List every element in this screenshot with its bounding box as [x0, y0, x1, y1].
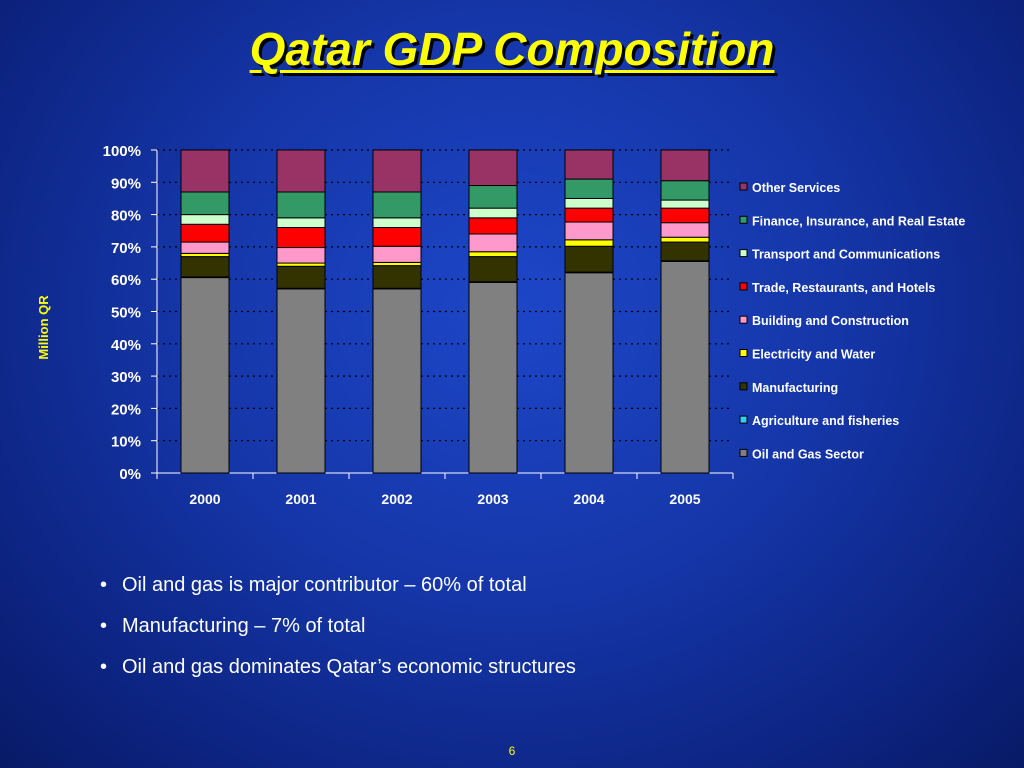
x-tick-label: 2003 — [477, 491, 508, 507]
bar-segment — [468, 251, 518, 258]
bar-segment — [180, 223, 230, 243]
legend-swatch — [739, 415, 748, 424]
y-tick-label: 80% — [111, 208, 141, 225]
bar-segment — [660, 241, 710, 262]
legend-label: Finance, Insurance, and Real Estate — [752, 214, 965, 228]
y-tick-label: 90% — [111, 175, 141, 192]
bar-segment — [180, 256, 230, 278]
y-tick-label: 20% — [111, 401, 141, 418]
x-tick-label: 2005 — [669, 491, 700, 507]
bar-segment — [468, 207, 518, 219]
bar-segment — [468, 149, 518, 187]
stacked-bar-chart: 0% 10% 20% 30% 40% 50% 60% 70% 80% 90% 100% Million… — [36, 143, 965, 507]
bullet-text: Oil and gas dominates Qatar’s economic s… — [122, 656, 576, 678]
legend-label: Building and Construction — [752, 314, 909, 328]
bar-segment — [372, 149, 422, 193]
x-tick-label: 2002 — [381, 491, 412, 507]
x-tick-label: 2004 — [573, 491, 604, 507]
x-tick-label: 2001 — [285, 491, 316, 507]
bar-segment — [180, 191, 230, 216]
bar-segment — [276, 247, 326, 264]
bar-segment — [468, 281, 518, 474]
bar-segment — [564, 245, 614, 273]
bar-segment — [276, 227, 326, 249]
bar-segment — [564, 149, 614, 180]
legend-swatch — [739, 382, 748, 391]
bar-segment — [468, 256, 518, 283]
x-tick-label: 2000 — [189, 491, 220, 507]
y-tick-label: 100% — [103, 143, 141, 160]
legend-label: Trade, Restaurants, and Hotels — [752, 281, 935, 295]
y-tick-label: 10% — [111, 434, 141, 451]
bar-segment — [372, 288, 422, 474]
legend-swatch — [739, 249, 748, 258]
bar-segment — [180, 241, 230, 254]
bullet-item: • Manufacturing – 7% of total — [100, 615, 366, 637]
bar-segment — [372, 191, 422, 219]
y-axis-label: Million QR — [36, 295, 51, 360]
y-tick-label: 50% — [111, 305, 141, 322]
bar-segment — [468, 185, 518, 209]
bullet-list: • Oil and gas is major contributor – 60% … — [100, 572, 576, 695]
page-number: 6 — [508, 744, 516, 758]
y-tick-label: 60% — [111, 272, 141, 289]
legend-label: Manufacturing — [752, 381, 838, 395]
bullet-text: Oil and gas is major contributor – 60% o… — [122, 574, 527, 596]
bar-segment — [564, 207, 614, 223]
bar-segment — [468, 233, 518, 253]
bar-segment — [276, 191, 326, 219]
bar-segment — [372, 227, 422, 247]
bar-segment — [180, 149, 230, 193]
bar-segment — [468, 217, 518, 235]
bar-segment — [372, 265, 422, 289]
bar-segment — [180, 277, 230, 474]
bar-segment — [276, 217, 326, 229]
y-tick-label: 70% — [111, 240, 141, 257]
bar-segment — [276, 288, 326, 474]
bar-segment — [660, 222, 710, 238]
legend-swatch — [739, 215, 748, 224]
legend-swatch — [739, 448, 748, 457]
slide-title: Qatar GDP Composition — [249, 23, 775, 75]
bar-segment — [564, 239, 614, 247]
legend-swatch — [739, 315, 748, 324]
legend-swatch — [739, 182, 748, 191]
bar-segment — [660, 236, 710, 243]
bar-segment — [660, 207, 710, 224]
legend-label: Transport and Communications — [752, 248, 940, 262]
bar-segment — [276, 149, 326, 193]
bar-segment — [660, 260, 710, 474]
bar-segment — [180, 214, 230, 225]
bar-segment — [372, 217, 422, 229]
bar-segment — [660, 149, 710, 182]
legend-label: Agriculture and fisheries — [752, 414, 899, 428]
legend-swatch — [739, 282, 748, 291]
bar-segment — [564, 197, 614, 209]
bar-segment — [564, 178, 614, 199]
bullet-text: Manufacturing – 7% of total — [122, 615, 366, 637]
bullet-item: • Oil and gas is major contributor – 60% … — [100, 574, 527, 596]
legend-label: Oil and Gas Sector — [752, 447, 864, 461]
legend-label: Other Services — [752, 181, 840, 195]
bar-segment — [372, 245, 422, 263]
bar-segment — [276, 265, 326, 289]
legend-swatch — [739, 349, 748, 357]
bar-segment — [660, 199, 710, 209]
y-tick-label: 40% — [111, 337, 141, 354]
y-tick-label: 0% — [119, 466, 141, 483]
y-tick-label: 30% — [111, 369, 141, 386]
legend-label: Electricity and Water — [752, 348, 875, 362]
bar-segment — [564, 221, 614, 241]
bar-segment — [564, 272, 614, 474]
bar-segment — [660, 180, 710, 201]
bullet-item: • Oil and gas dominates Qatar’s economic … — [100, 656, 576, 678]
